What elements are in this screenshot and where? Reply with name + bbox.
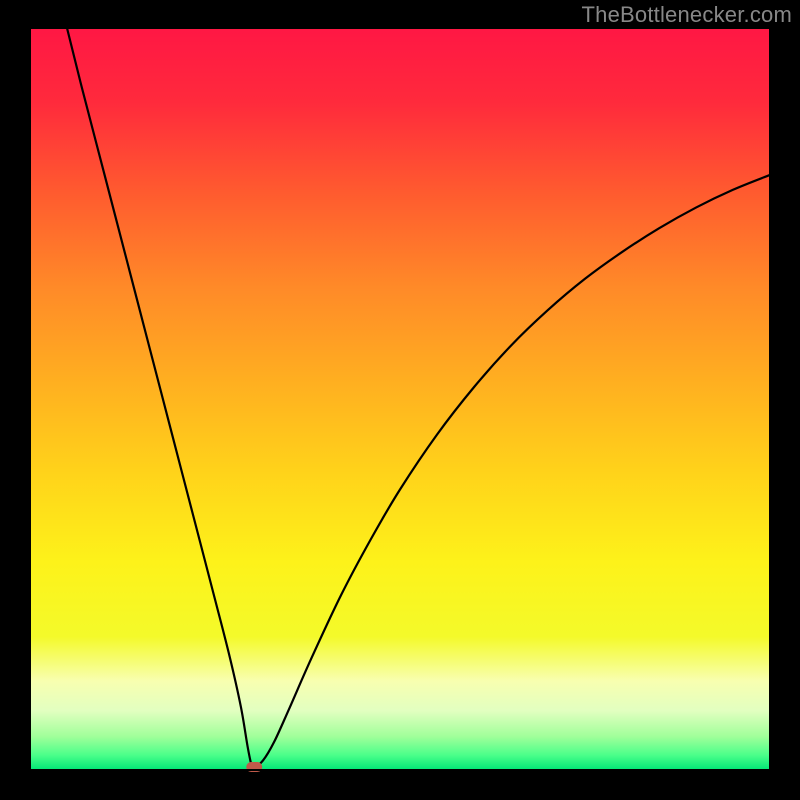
watermark-text: TheBottlenecker.com bbox=[582, 2, 792, 28]
plot-background bbox=[30, 28, 770, 770]
chart-frame: TheBottlenecker.com bbox=[0, 0, 800, 800]
bottleneck-chart bbox=[0, 0, 800, 800]
